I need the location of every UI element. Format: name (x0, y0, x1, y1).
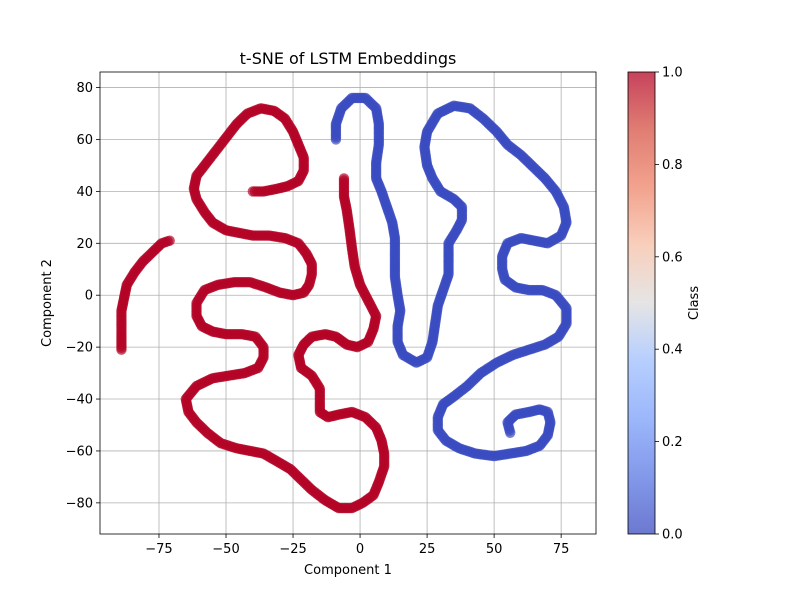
x-tick-label: 25 (419, 542, 436, 557)
y-tick-label: 0 (85, 289, 93, 304)
data-point (338, 173, 350, 184)
chart-title: t-SNE of LSTM Embeddings (240, 49, 457, 68)
colorbar-tick-label: 0.4 (662, 343, 683, 358)
x-tick-label: −50 (212, 542, 239, 557)
colorbar-tick-label: 1.0 (662, 66, 683, 81)
colorbar-tick-label: 0.8 (662, 158, 683, 173)
colorbar-tick-label: 0.2 (662, 435, 683, 450)
y-tick-label: 80 (76, 81, 93, 96)
x-tick-label: 50 (486, 542, 503, 557)
data-points (116, 92, 572, 514)
x-axis-ticks: −75 −50 −25 0 25 50 75 (145, 534, 569, 557)
y-tick-label: 20 (76, 237, 93, 252)
colorbar: 0.0 0.2 0.4 0.6 0.8 1.0 Class (627, 66, 702, 543)
x-tick-label: −25 (279, 542, 306, 557)
colorbar-tick-label: 0.6 (662, 250, 683, 265)
y-tick-label: −60 (66, 444, 93, 459)
x-axis-label: Component 1 (304, 563, 392, 578)
data-point (116, 344, 127, 355)
x-tick-label: 75 (553, 542, 570, 557)
y-axis-label: Component 2 (40, 259, 55, 347)
series-class-1 (116, 103, 390, 514)
y-tick-label: −40 (66, 393, 93, 408)
grid (100, 72, 596, 534)
series-class-0 (330, 92, 572, 462)
y-tick-label: −20 (66, 341, 93, 356)
y-axis-ticks: −80 −60 −40 −20 0 20 40 60 80 (66, 81, 100, 511)
plot-frame (99, 71, 597, 535)
y-tick-label: 40 (76, 185, 93, 200)
colorbar-gradient (628, 72, 655, 534)
y-tick-label: −80 (66, 496, 93, 511)
x-tick-label: 0 (356, 542, 364, 557)
colorbar-ticks: 0.0 0.2 0.4 0.6 0.8 1.0 (655, 66, 683, 543)
data-point (505, 427, 516, 438)
colorbar-frame (627, 71, 656, 535)
y-tick-label: 60 (76, 133, 93, 148)
x-tick-label: −75 (145, 542, 172, 557)
colorbar-label: Class (687, 286, 702, 320)
colorbar-tick-label: 0.0 (662, 528, 683, 543)
